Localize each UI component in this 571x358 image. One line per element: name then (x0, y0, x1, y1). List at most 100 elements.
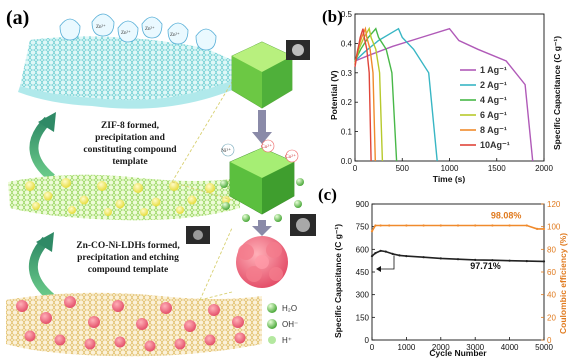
zif8-bead (222, 196, 230, 204)
ldh-particle (144, 340, 156, 352)
chart-c-y2-tick-label: 80 (547, 245, 556, 254)
step-2-line: precipitation and etching (77, 253, 179, 263)
zif8-bead (43, 191, 53, 201)
chart-c-point (391, 252, 394, 255)
chart-c-y-label: Specific Capacitance (C g⁻¹) (333, 224, 343, 338)
zif8-bead (151, 197, 161, 207)
ldh-particle (208, 304, 220, 316)
zif8-bead (187, 195, 197, 205)
chart-c-point (491, 224, 494, 227)
droplet (59, 18, 81, 41)
droplet-ion-label: Zn²⁺ (96, 24, 106, 30)
chart-b-x-tick-label: 1000 (441, 164, 459, 173)
chart-c-axis-arrow (378, 255, 395, 270)
chart-b-legend-label: 1 Ag⁻¹ (480, 65, 507, 75)
ldh-particle (88, 316, 100, 328)
chart-c-point (405, 255, 408, 258)
zif8-bead (61, 178, 71, 188)
ldh-particle (84, 338, 96, 350)
chart-b-y-tick-label: 0.1 (341, 128, 353, 137)
chart-b-y-tick-label: 0.0 (341, 157, 353, 166)
panel-b-label: (b) (322, 7, 343, 26)
chart-b-legend-label: 2 Ag⁻¹ (480, 80, 507, 90)
hydroxide-icon (267, 319, 277, 329)
chart-b-y-axis: 0.0 0.1 0.2 0.3 0.4 0.5 (341, 10, 358, 166)
chart-c-y2-axis: 0 20 40 60 80 100 120 (541, 200, 561, 345)
zif8-bead (32, 202, 40, 210)
chart-c-point (384, 250, 387, 253)
chart-b-series-line (354, 27, 534, 162)
droplet-ion-label: Zn²⁺ (145, 26, 155, 32)
chart-c-point (456, 258, 460, 261)
ldh-cluster (236, 236, 288, 288)
step-2-line: compound template (88, 265, 169, 275)
step-arrow-2 (28, 232, 55, 302)
chart-c-annotation-retention: 97.71% (470, 261, 501, 271)
chart-c-series (370, 224, 546, 263)
graphene-sheet-bottom (6, 292, 262, 357)
panel-a-label: (a) (6, 7, 29, 29)
chart-c-y-tick-label: 450 (356, 268, 370, 277)
green-sphere (274, 214, 282, 222)
green-sphere (222, 202, 230, 210)
sem-thumbnail (290, 214, 316, 236)
ldh-particle (232, 316, 244, 328)
chart-c-y2-label: Coulombic efficiency (%) (558, 233, 568, 334)
chart-c-annotations: 98.08% 97.71% (376, 211, 521, 272)
chart-c-point (379, 224, 382, 227)
step-2-line: Zn-CO-Ni-LDHs formed, (76, 241, 180, 251)
panel-b: (b) 0.00.10.20.30.40.5 0 500 1000 1500 2000 … (322, 7, 562, 184)
chart-b-legend-label: 6 Ag⁻¹ (480, 110, 507, 120)
ldh-particles (16, 296, 246, 352)
step-1-line: ZIF-8 formed, (101, 121, 160, 131)
crystal-ion-label: Co²⁺ (285, 153, 296, 160)
chart-b-y-label: Potential (V) (329, 70, 339, 120)
ldh-particle (64, 296, 76, 308)
chart-c-point (491, 259, 494, 262)
chart-b-series-line (354, 27, 398, 162)
chart-c-point (456, 224, 460, 227)
crystal-ion-label: Co²⁺ (261, 143, 272, 150)
crystal-arrow-2 (252, 220, 272, 236)
zif8-bead (176, 206, 184, 214)
green-spheres (220, 178, 304, 222)
chart-c-y2-tick-label: 0 (547, 336, 552, 345)
green-sphere (294, 200, 302, 208)
chart-b-series-line (354, 28, 372, 162)
chart-b-series (354, 26, 534, 162)
droplet: Zn²⁺ (167, 22, 189, 45)
step-1-line: constituting compound (83, 145, 177, 155)
droplet (195, 28, 217, 51)
ldh-particle (24, 330, 36, 342)
chart-b-plot-area (354, 13, 545, 162)
zif8-bead (97, 181, 107, 191)
zif8-beads (25, 178, 230, 216)
chart-c-y-tick-label: 900 (356, 200, 370, 209)
chart-c-point (542, 260, 546, 263)
chart-b-series-line (354, 26, 384, 162)
chart-c-point (439, 224, 442, 227)
zif8-bead (140, 208, 148, 216)
chart-b-x-tick-label: 500 (396, 164, 410, 173)
chart-c-point (525, 260, 528, 263)
chart-c-x-tick-label: 4000 (501, 343, 519, 352)
ldh-particle (174, 338, 186, 350)
green-sphere (220, 180, 228, 188)
droplet: Zn²⁺ (117, 20, 139, 43)
sem-thumbnail (186, 226, 210, 244)
chart-c-point (370, 230, 374, 233)
chart-c-point (525, 224, 528, 227)
green-sphere (296, 178, 304, 186)
chart-c-point (474, 224, 477, 227)
ldh-particle (112, 300, 124, 312)
chart-c-y-tick-label: 150 (356, 313, 370, 322)
chart-b-y-tick-label: 0.5 (341, 10, 353, 19)
chart-c-point (474, 258, 477, 261)
chart-c-x-axis: 0 1000 2000 3000 4000 5000 (370, 337, 553, 352)
chart-c-point (508, 259, 511, 262)
chart-c-series-line (371, 224, 544, 232)
chart-c-point (379, 249, 382, 252)
sem-thumbnail (286, 40, 310, 60)
chart-c-y2-tick-label: 20 (547, 313, 556, 322)
